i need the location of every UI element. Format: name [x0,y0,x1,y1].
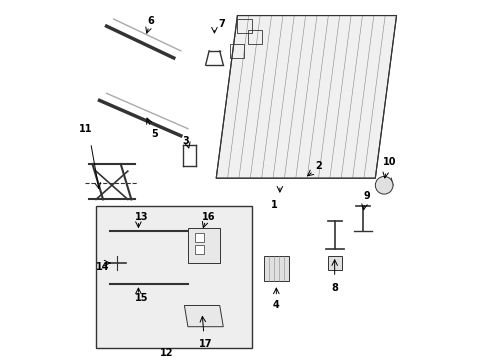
Text: 13: 13 [135,212,148,222]
Text: 6: 6 [147,16,154,26]
Text: 8: 8 [330,283,337,293]
Bar [327,256,341,270]
Text: 11: 11 [79,124,92,134]
Circle shape [375,176,392,194]
Text: 2: 2 [315,161,322,171]
Polygon shape [216,15,396,178]
Text: 17: 17 [199,339,212,350]
Bar [195,233,203,242]
Text: 5: 5 [151,129,158,139]
Text: 3: 3 [183,136,189,146]
Text: 9: 9 [363,191,369,201]
Bar [195,246,203,254]
Polygon shape [184,306,223,327]
Text: 7: 7 [218,19,224,30]
Text: 4: 4 [272,301,279,310]
Bar [187,228,219,263]
Text: 15: 15 [135,293,148,303]
Bar [96,207,251,348]
Text: 14: 14 [96,262,110,271]
Text: 12: 12 [160,348,173,358]
Text: 1: 1 [271,200,277,210]
Text: 16: 16 [202,212,215,222]
Text: 10: 10 [382,157,395,167]
Bar [264,256,288,281]
